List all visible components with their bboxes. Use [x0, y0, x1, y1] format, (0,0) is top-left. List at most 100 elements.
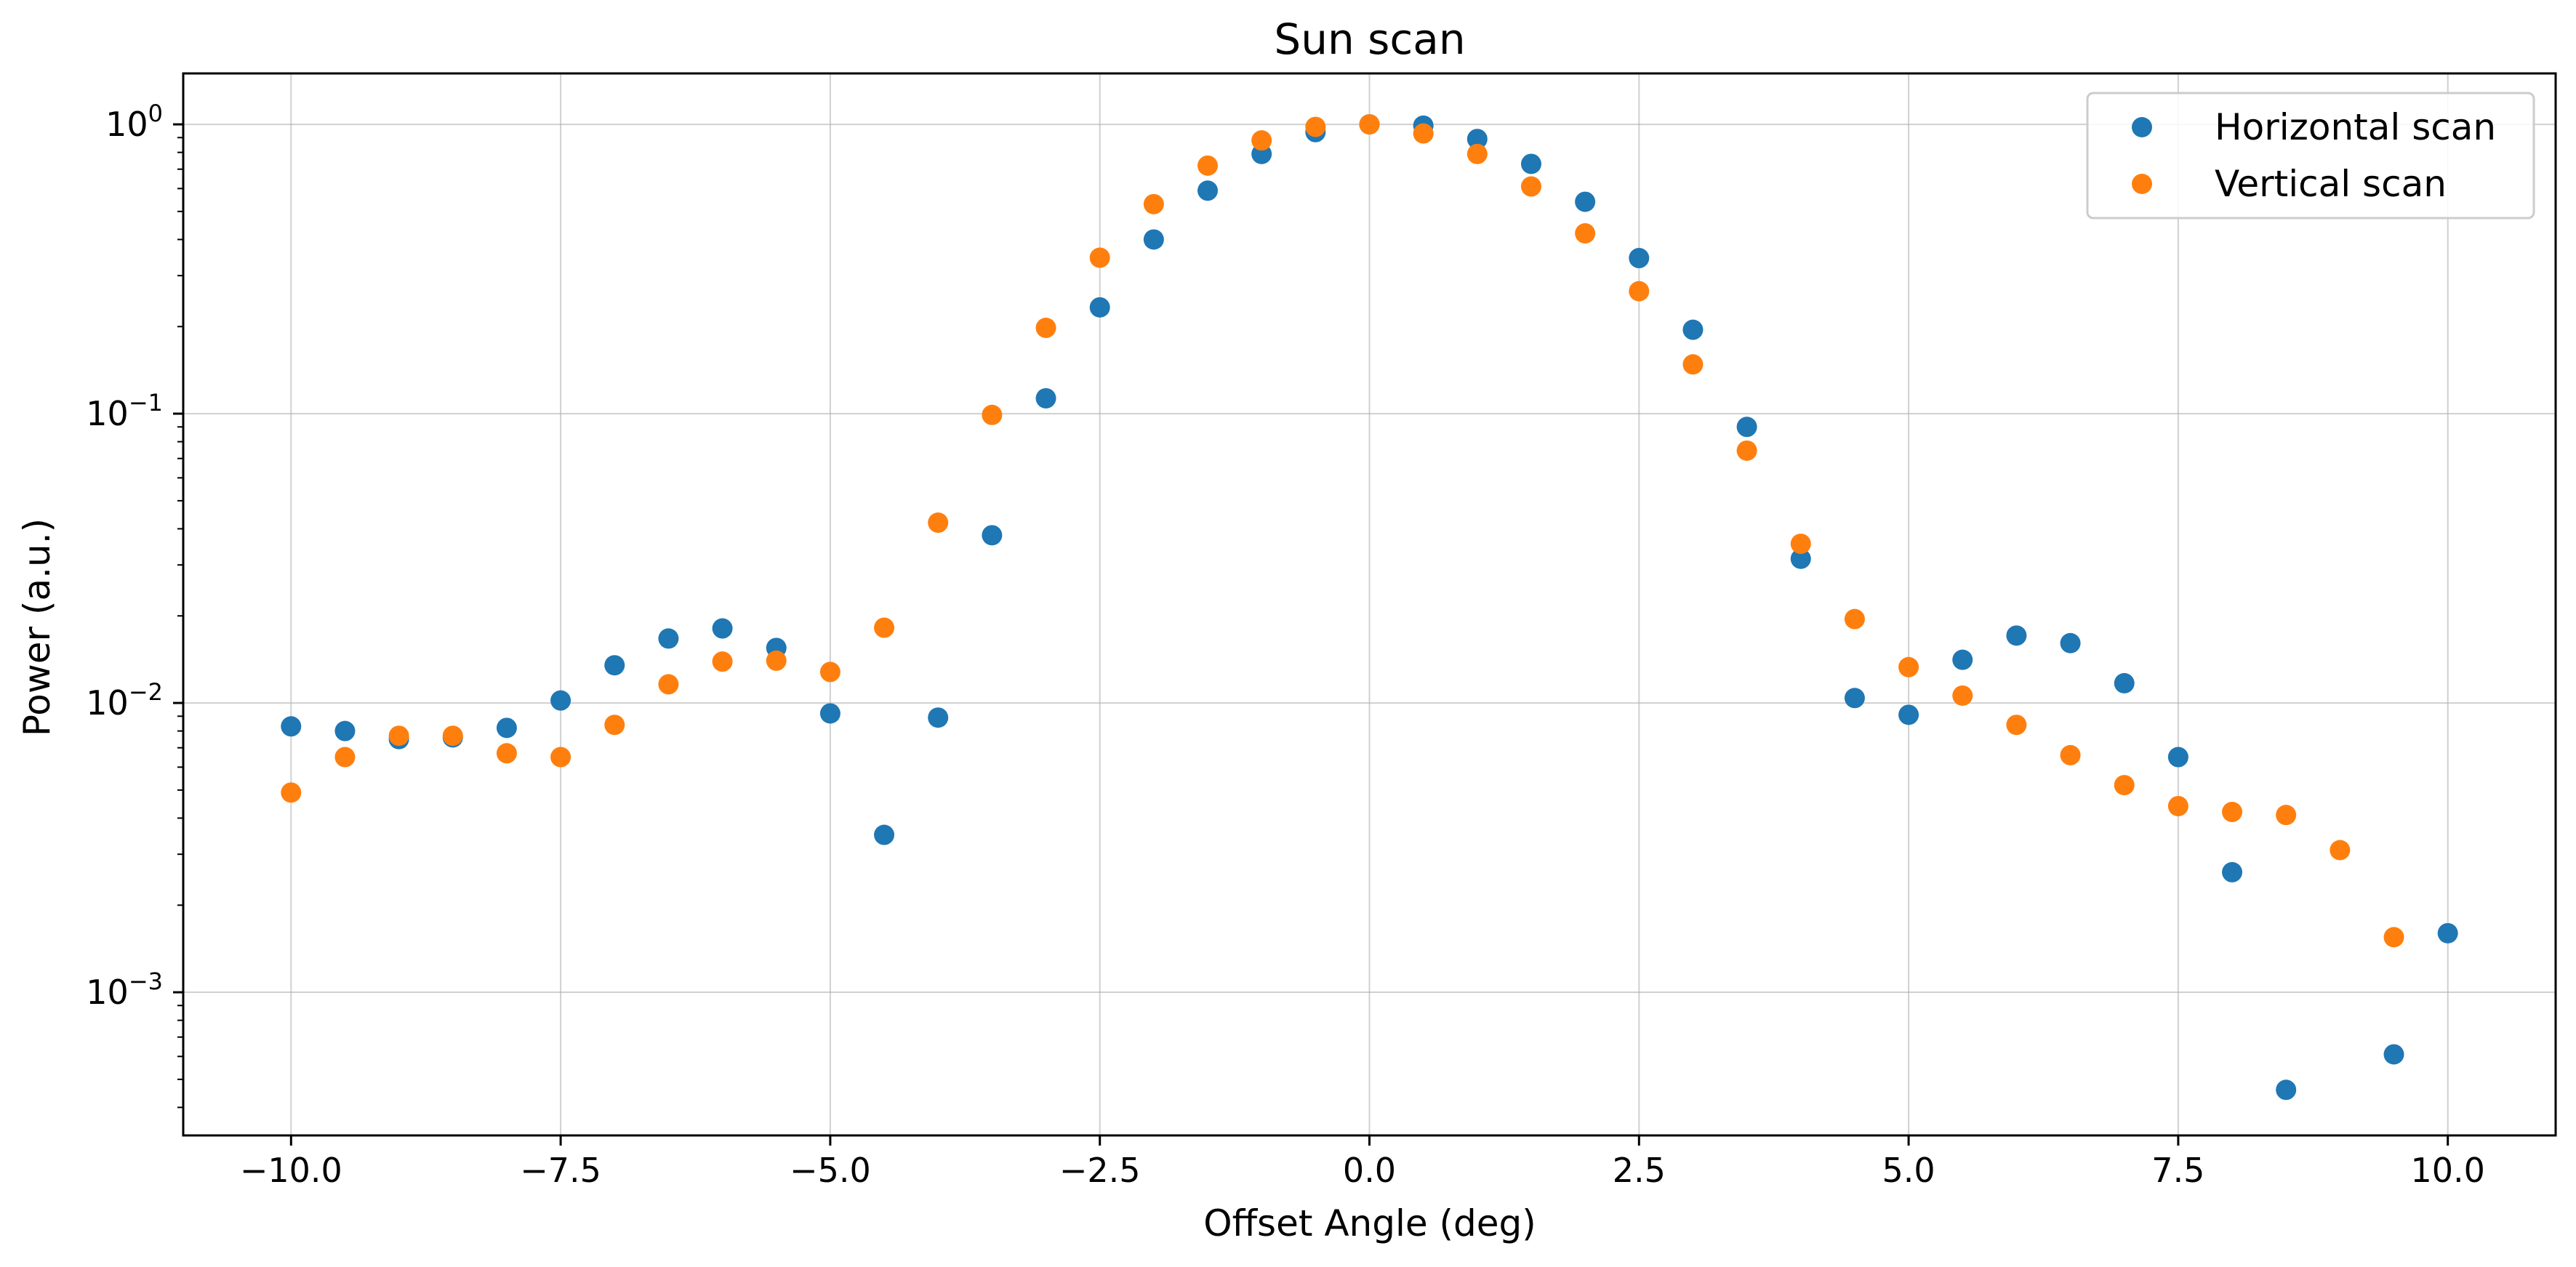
legend-marker-vertical — [2132, 174, 2152, 194]
data-point — [1143, 193, 1164, 214]
data-point — [2167, 747, 2188, 768]
data-point — [1736, 417, 1757, 438]
data-point — [1359, 114, 1380, 135]
data-point — [1413, 123, 1434, 144]
data-point — [2330, 840, 2351, 861]
data-point — [982, 404, 1003, 425]
data-point — [2006, 625, 2027, 646]
data-point — [2222, 861, 2243, 882]
data-point — [388, 725, 409, 747]
data-point — [1575, 191, 1596, 212]
data-point — [1952, 649, 1973, 670]
data-point — [2276, 1079, 2297, 1101]
x-tick-label: −10.0 — [240, 1151, 342, 1190]
data-point — [766, 650, 787, 671]
data-point — [1790, 548, 1811, 569]
data-point — [658, 628, 679, 649]
data-point — [2437, 922, 2458, 944]
data-point — [442, 725, 463, 747]
data-point — [1197, 180, 1219, 201]
data-point — [2383, 927, 2404, 948]
data-point — [334, 720, 356, 741]
data-point — [1790, 534, 1811, 555]
data-point — [604, 715, 625, 736]
y-axis-ticks: 10−3 10−2 10−1 100 — [86, 100, 183, 1012]
y-tick-label: 10−2 — [86, 678, 163, 723]
data-point — [712, 618, 733, 639]
data-point — [2060, 632, 2081, 653]
grid-lines — [183, 73, 2556, 1135]
data-point — [1844, 688, 1865, 709]
data-point — [281, 782, 302, 803]
x-tick-label: −5.0 — [790, 1151, 871, 1190]
data-point — [928, 707, 949, 728]
data-point — [1305, 116, 1326, 137]
data-point — [1197, 155, 1219, 176]
x-tick-label: 2.5 — [1613, 1151, 1666, 1190]
data-point — [2114, 775, 2135, 796]
data-point — [550, 747, 571, 768]
x-axis-ticks: −10.0 −7.5 −5.0 −2.5 0.0 2.5 5.0 7.5 10.0 — [240, 1135, 2485, 1190]
data-point — [1143, 229, 1164, 250]
y-tick-label: 10−1 — [86, 389, 163, 433]
chart-title: Sun scan — [1274, 15, 1465, 64]
data-point — [819, 703, 840, 724]
data-point — [658, 674, 679, 695]
x-tick-label: 10.0 — [2410, 1151, 2484, 1190]
data-point — [1520, 153, 1541, 174]
data-point — [1089, 297, 1110, 318]
y-tick-label: 10−3 — [86, 968, 163, 1012]
data-point — [982, 525, 1003, 546]
x-tick-label: −7.5 — [520, 1151, 601, 1190]
legend-label-vertical: Vertical scan — [2215, 163, 2447, 205]
data-points — [281, 114, 2458, 1101]
data-point — [1629, 248, 1650, 269]
data-point — [1898, 704, 1919, 725]
data-point — [2222, 802, 2243, 823]
x-tick-label: −2.5 — [1059, 1151, 1141, 1190]
data-point — [604, 655, 625, 676]
data-point — [1520, 176, 1541, 197]
data-point — [334, 747, 356, 768]
x-tick-label: 0.0 — [1343, 1151, 1396, 1190]
data-point — [1898, 656, 1919, 677]
y-axis-label: Power (a.u.) — [16, 518, 58, 736]
data-point — [281, 716, 302, 737]
data-point — [874, 824, 895, 845]
data-point — [1682, 354, 1704, 375]
data-point — [550, 690, 571, 711]
data-point — [2167, 795, 2188, 816]
x-tick-label: 5.0 — [1882, 1151, 1935, 1190]
data-point — [1089, 247, 1110, 268]
data-point — [1251, 130, 1272, 151]
y-tick-label: 100 — [105, 100, 163, 144]
data-point — [1035, 387, 1056, 409]
legend-marker-horizontal — [2132, 117, 2152, 137]
data-point — [712, 651, 733, 672]
data-point — [1952, 685, 1973, 706]
data-point — [1575, 223, 1596, 244]
data-point — [928, 512, 949, 534]
x-axis-label: Offset Angle (deg) — [1203, 1202, 1536, 1244]
data-point — [2276, 805, 2297, 826]
data-point — [496, 743, 517, 764]
data-point — [2060, 744, 2081, 765]
data-point — [2006, 715, 2027, 736]
data-point — [819, 661, 840, 683]
data-point — [1736, 440, 1757, 461]
data-point — [1035, 318, 1056, 339]
data-point — [874, 617, 895, 638]
data-point — [1682, 319, 1704, 340]
data-point — [1844, 608, 1865, 630]
legend-box — [2086, 92, 2535, 220]
data-point — [1466, 129, 1488, 150]
legend-label-horizontal: Horizontal scan — [2215, 106, 2496, 148]
data-point — [496, 717, 517, 739]
legend: Horizontal scan Vertical scan — [2086, 92, 2535, 220]
series-vertical — [281, 114, 2404, 948]
data-point — [2383, 1044, 2404, 1065]
data-point — [1629, 281, 1650, 302]
data-point — [2114, 672, 2135, 693]
x-tick-label: 7.5 — [2151, 1151, 2204, 1190]
